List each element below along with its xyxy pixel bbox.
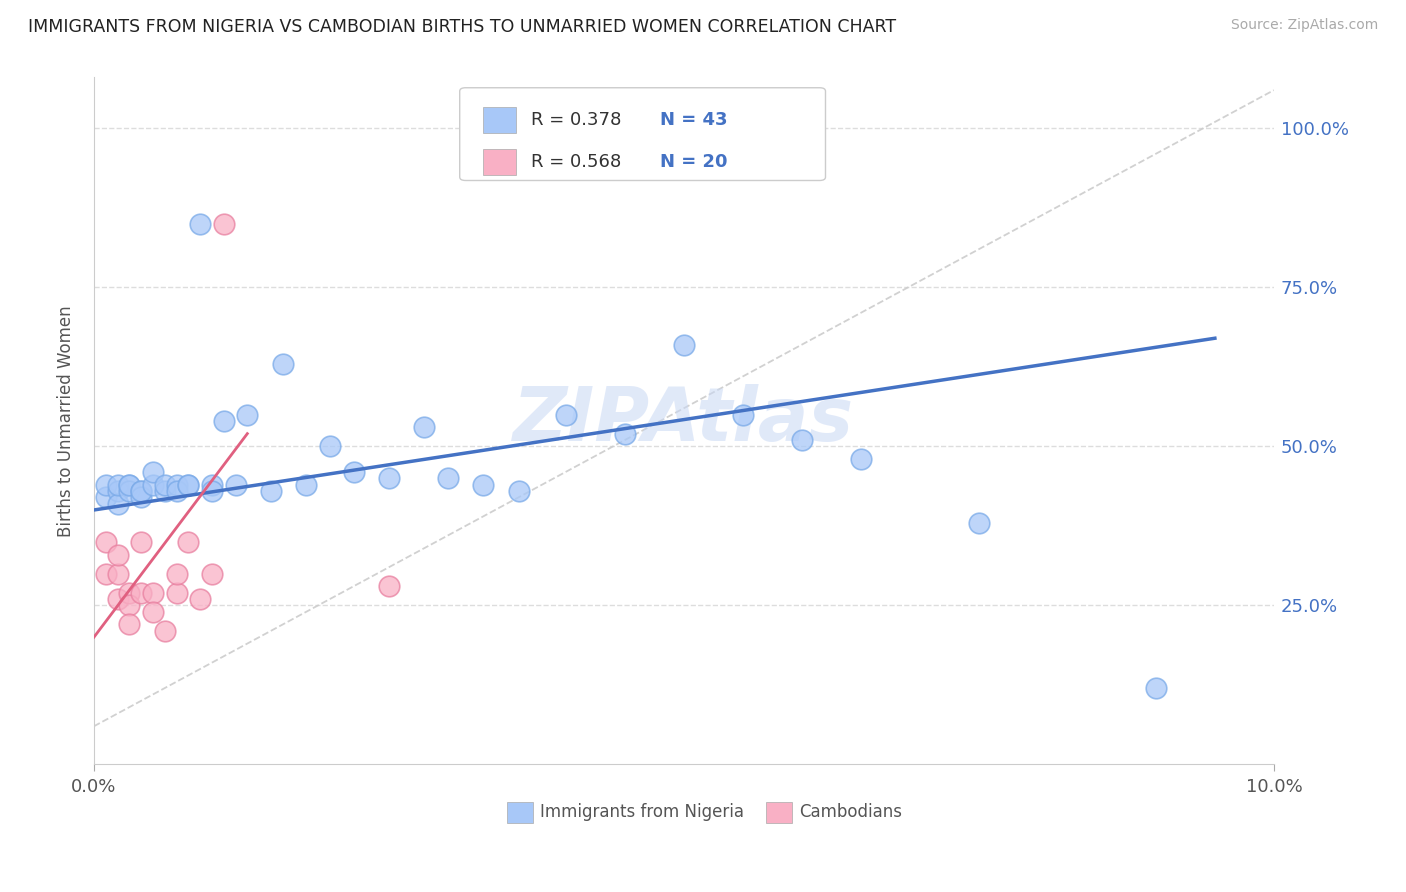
Point xyxy=(1144,681,1167,695)
Point xyxy=(118,617,141,632)
Text: R = 0.568: R = 0.568 xyxy=(530,153,621,171)
Point xyxy=(236,408,259,422)
Point xyxy=(94,490,117,504)
Text: Source: ZipAtlas.com: Source: ZipAtlas.com xyxy=(1230,18,1378,32)
Point xyxy=(177,534,200,549)
Text: N = 20: N = 20 xyxy=(661,153,728,171)
Point xyxy=(378,471,401,485)
Point xyxy=(107,548,129,562)
FancyBboxPatch shape xyxy=(766,802,793,823)
Point xyxy=(142,585,165,599)
FancyBboxPatch shape xyxy=(460,87,825,180)
Point xyxy=(107,477,129,491)
Point xyxy=(129,483,152,498)
Point xyxy=(118,483,141,498)
Point xyxy=(118,599,141,613)
Text: IMMIGRANTS FROM NIGERIA VS CAMBODIAN BIRTHS TO UNMARRIED WOMEN CORRELATION CHART: IMMIGRANTS FROM NIGERIA VS CAMBODIAN BIR… xyxy=(28,18,896,36)
Point xyxy=(107,592,129,607)
Point xyxy=(342,465,364,479)
Point xyxy=(107,566,129,581)
Text: ZIPAtlas: ZIPAtlas xyxy=(513,384,855,458)
FancyBboxPatch shape xyxy=(484,149,516,175)
Point xyxy=(790,433,813,447)
Point xyxy=(672,337,695,351)
Point xyxy=(472,477,495,491)
Point xyxy=(731,408,754,422)
Text: R = 0.378: R = 0.378 xyxy=(530,111,621,129)
Text: Immigrants from Nigeria: Immigrants from Nigeria xyxy=(540,804,744,822)
Point xyxy=(166,566,188,581)
Point xyxy=(225,477,247,491)
Point xyxy=(212,414,235,428)
Point xyxy=(107,483,129,498)
Point xyxy=(271,357,294,371)
Point xyxy=(849,452,872,467)
Point xyxy=(142,465,165,479)
Point xyxy=(94,566,117,581)
Point xyxy=(166,483,188,498)
Point xyxy=(129,585,152,599)
Point xyxy=(295,477,318,491)
Point xyxy=(967,516,990,530)
Point xyxy=(437,471,460,485)
Point xyxy=(177,477,200,491)
Point xyxy=(201,566,224,581)
FancyBboxPatch shape xyxy=(484,107,516,133)
Point xyxy=(378,579,401,593)
Point xyxy=(201,477,224,491)
Point xyxy=(118,585,141,599)
Point xyxy=(413,420,436,434)
Point xyxy=(118,477,141,491)
Point xyxy=(319,439,342,453)
Point xyxy=(129,534,152,549)
Point xyxy=(166,585,188,599)
Point xyxy=(94,534,117,549)
FancyBboxPatch shape xyxy=(508,802,533,823)
Point xyxy=(166,477,188,491)
Point xyxy=(107,497,129,511)
Point xyxy=(260,483,283,498)
Point xyxy=(212,217,235,231)
Point xyxy=(129,483,152,498)
Point xyxy=(508,483,530,498)
Point xyxy=(554,408,576,422)
Point xyxy=(177,477,200,491)
Point xyxy=(188,592,211,607)
Point xyxy=(153,483,176,498)
Point xyxy=(142,477,165,491)
Point xyxy=(118,477,141,491)
Text: Cambodians: Cambodians xyxy=(800,804,903,822)
Y-axis label: Births to Unmarried Women: Births to Unmarried Women xyxy=(58,305,75,537)
Point xyxy=(153,624,176,638)
Point xyxy=(201,483,224,498)
Point xyxy=(94,477,117,491)
Text: N = 43: N = 43 xyxy=(661,111,728,129)
Point xyxy=(142,605,165,619)
Point xyxy=(613,426,636,441)
Point xyxy=(153,477,176,491)
Point xyxy=(188,217,211,231)
Point xyxy=(129,490,152,504)
